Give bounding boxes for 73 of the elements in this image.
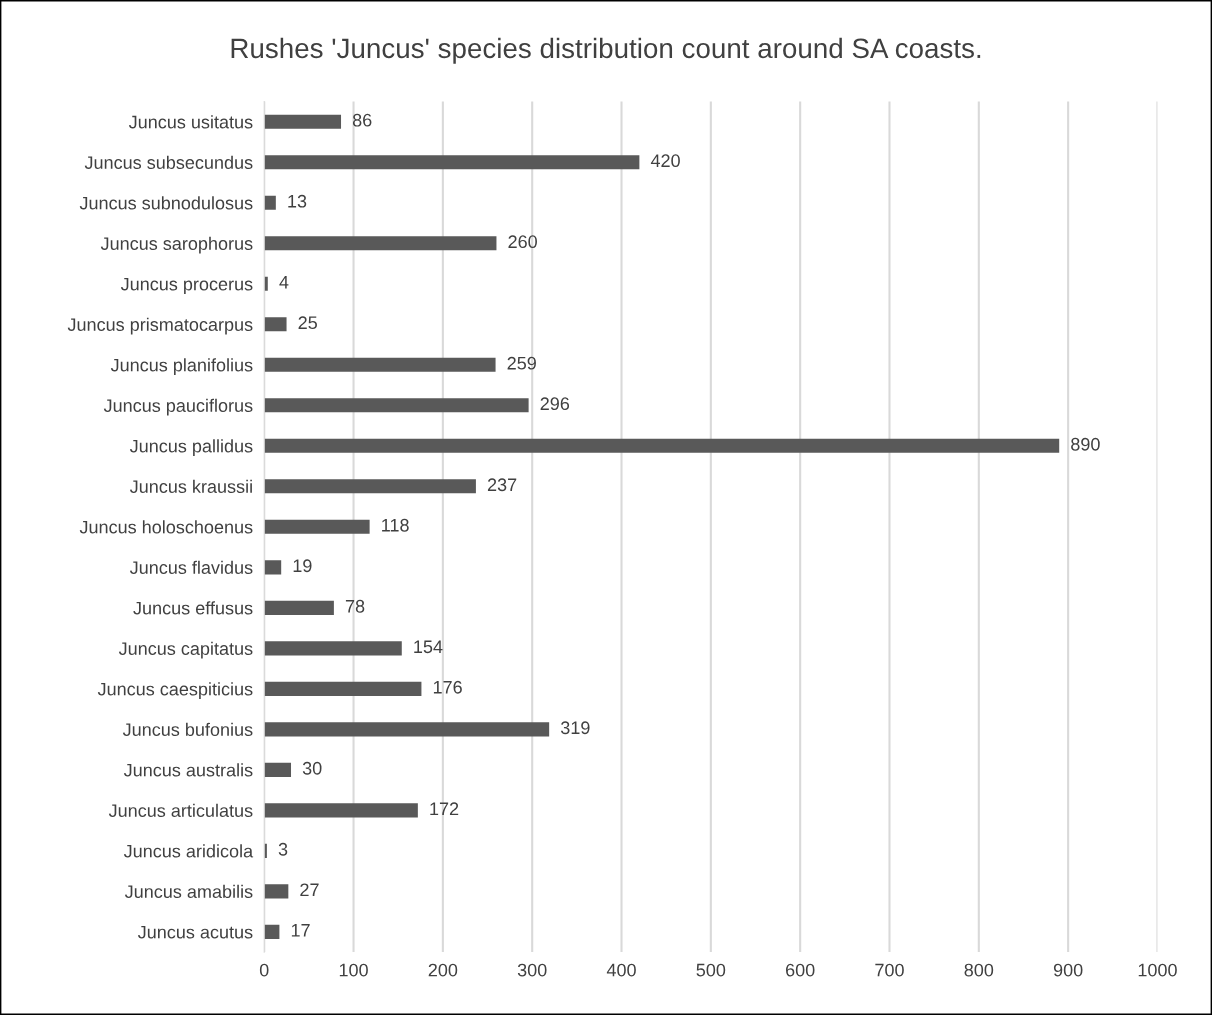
bar [264,803,418,818]
y-tick-label: Juncus subsecundus [84,155,253,169]
y-tick-label: Juncus pauciflorus [103,398,253,416]
bar [264,681,422,696]
data-label: 154 [414,640,443,654]
y-tick-label: Juncus flavidus [129,560,253,575]
x-tick-label: 800 [964,963,994,977]
y-tick-label: Juncus acutus [137,925,253,939]
x-tick-label: 0 [259,963,269,977]
y-tick-label: Juncus pallidus [129,439,253,457]
bar [264,762,292,777]
y-tick-label: Juncus usitatus [128,115,253,129]
data-label: 176 [433,680,462,694]
data-label: 19 [293,559,312,573]
x-tick-label: 500 [696,963,726,977]
data-label: 890 [1071,437,1100,451]
x-tick-label: 200 [428,963,458,977]
y-tick-label: Juncus amabilis [124,884,253,899]
y-tick-label: Juncus procerus [120,277,253,295]
y-tick-label: Juncus subnodulosus [79,196,253,210]
x-tick-label: 900 [1053,963,1083,977]
y-tick-label: Juncus prismatocarpus [67,317,253,335]
bar [264,924,280,939]
data-label: 237 [487,478,517,492]
y-tick-label: Juncus bufonius [122,722,253,737]
y-tick-label: Juncus sarophorus [100,236,253,254]
y-tick-label: Juncus aridicola [123,844,254,858]
data-label: 4 [279,276,289,289]
data-label: 13 [288,194,307,208]
bar [264,195,276,210]
y-tick-label: Juncus holoschoenus [79,520,253,534]
data-label: 118 [382,518,409,532]
bar [264,114,342,129]
x-tick-label: 600 [786,963,815,977]
bar [264,438,1060,453]
bar [264,155,640,170]
y-tick-label: Juncus caespiticius [97,682,253,700]
y-tick-label: Juncus australis [123,763,253,777]
y-tick-label: Juncus effusus [133,601,253,615]
data-label: 78 [345,599,365,613]
bar [264,398,529,413]
data-label: 296 [540,397,570,411]
bar [264,317,287,332]
bar [264,479,476,494]
data-label: 172 [430,802,459,815]
data-label: 25 [298,316,317,330]
bar [264,722,550,737]
x-tick-label: 100 [339,963,368,977]
x-tick-label: 700 [875,963,904,977]
data-label: 260 [508,235,537,249]
data-label: 420 [650,154,680,168]
data-label: 27 [300,883,319,896]
bar [264,236,497,251]
data-label: 319 [560,721,590,735]
bar [264,519,370,534]
data-label: 259 [507,356,536,370]
y-tick-label: Juncus kraussii [129,479,252,493]
chart-title: Rushes 'Juncus' species distribution count around SA coasts. [231,37,981,64]
bar [264,560,282,575]
y-tick-label: Juncus planifolius [110,358,253,376]
data-label: 3 [278,842,288,856]
y-tick-label: Juncus articulatus [108,803,253,818]
data-label: 86 [352,113,372,127]
data-label: 17 [291,924,310,937]
y-tick-label: Juncus capitatus [118,641,253,659]
bar [264,884,289,899]
x-tick-label: 1000 [1138,963,1177,977]
bar [264,600,334,615]
x-tick-label: 300 [517,963,547,977]
bar [264,357,496,372]
data-label: 30 [302,761,322,775]
x-tick-label: 400 [606,963,636,977]
bar [264,641,402,656]
